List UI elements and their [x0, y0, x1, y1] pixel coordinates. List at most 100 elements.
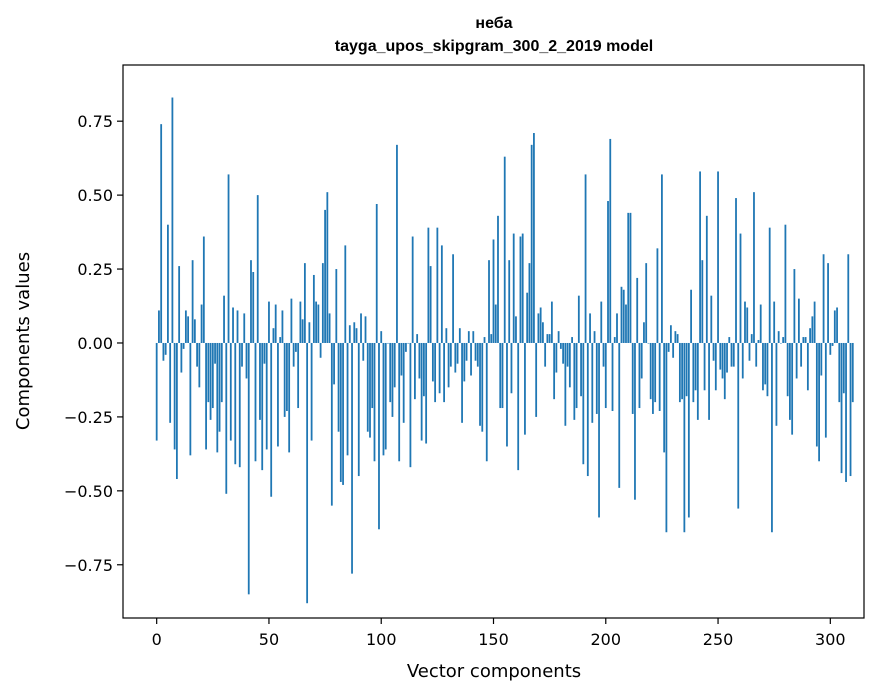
bar-component-10 — [178, 266, 181, 343]
bar-component-242 — [699, 171, 701, 343]
bar-component-160 — [515, 316, 517, 343]
bar-component-270 — [762, 342, 764, 391]
bar-component-127 — [440, 245, 443, 343]
bar-component-124 — [434, 342, 437, 403]
bar-component-286 — [797, 298, 800, 343]
bar-component-8 — [173, 342, 176, 450]
bar-component-183 — [566, 342, 569, 367]
bar-component-173 — [544, 342, 547, 367]
bar-component-96 — [371, 342, 374, 409]
bar-component-79 — [333, 342, 335, 385]
bar-component-271 — [764, 342, 767, 385]
bar-component-88 — [353, 322, 356, 343]
bar-component-208 — [622, 289, 625, 343]
bar-component-197 — [598, 342, 600, 518]
bar-component-128 — [443, 342, 445, 403]
bar-component-86 — [348, 325, 351, 343]
bar-component-209 — [625, 304, 627, 343]
bar-component-269 — [759, 304, 762, 343]
y-tick-label: 0.75 — [77, 112, 113, 131]
bar-component-61 — [292, 342, 295, 367]
x-tick-label: 250 — [703, 630, 734, 649]
bar-component-64 — [299, 301, 302, 343]
bar-component-23 — [207, 342, 210, 403]
bar-component-145 — [481, 342, 484, 432]
bar-component-78 — [330, 342, 333, 506]
bar-component-263 — [746, 307, 749, 343]
bar-component-148 — [488, 260, 490, 343]
bar-component-278 — [780, 342, 782, 344]
bar-component-27 — [216, 342, 219, 453]
y-tick-label: 0.25 — [77, 260, 113, 279]
bar-component-174 — [546, 334, 549, 343]
bar-component-272 — [766, 342, 769, 397]
bar-component-152 — [497, 215, 499, 343]
bar-component-180 — [559, 342, 562, 349]
bar-component-221 — [652, 342, 654, 414]
bar-component-119 — [422, 342, 425, 397]
bar-component-38 — [241, 342, 243, 367]
bar-component-258 — [735, 198, 737, 343]
bar-component-50 — [268, 301, 270, 343]
bar-component-207 — [620, 286, 623, 343]
bar-component-62 — [295, 342, 297, 352]
bar-component-11 — [180, 342, 183, 373]
bar-component-251 — [719, 342, 722, 370]
bar-component-105 — [391, 342, 394, 417]
bar-component-300 — [829, 342, 832, 355]
bar-component-290 — [806, 342, 809, 391]
plot-frame — [122, 64, 865, 619]
bar-component-213 — [634, 342, 636, 500]
bar-component-120 — [425, 342, 428, 444]
bar-component-166 — [528, 263, 531, 343]
bar-component-74 — [321, 263, 324, 343]
bar-component-102 — [384, 342, 387, 450]
bar-component-144 — [479, 342, 481, 426]
bar-component-32 — [227, 174, 230, 343]
bar-component-117 — [418, 342, 421, 379]
bar-component-169 — [535, 342, 538, 417]
bar-component-55 — [279, 337, 282, 343]
bar-component-75 — [324, 209, 326, 343]
bar-component-141 — [472, 331, 475, 343]
bar-component-291 — [809, 328, 812, 343]
bar-component-98 — [375, 203, 378, 343]
bar-component-85 — [346, 342, 349, 456]
bar-component-33 — [229, 342, 232, 441]
bar-component-18 — [196, 342, 198, 367]
y-tick-label: −0.75 — [64, 556, 113, 575]
bar-component-260 — [739, 233, 742, 343]
bar-component-132 — [452, 254, 454, 343]
bar-component-230 — [672, 342, 675, 358]
bar-component-146 — [483, 337, 486, 343]
bar-component-109 — [400, 342, 403, 376]
bar-component-2 — [160, 124, 163, 343]
x-tick-label: 0 — [152, 630, 162, 649]
y-axis: −0.75 −0.50 −0.25 0.00 0.25 0.50 0.75 — [64, 112, 123, 575]
bar-component-161 — [517, 342, 520, 471]
bar-component-58 — [286, 342, 288, 411]
bar-component-6 — [169, 342, 172, 423]
bar-component-15 — [189, 342, 192, 456]
bar-component-95 — [369, 342, 371, 438]
bar-component-190 — [582, 342, 585, 465]
bar-component-189 — [580, 342, 582, 397]
bar-component-288 — [802, 337, 805, 343]
bar-component-239 — [692, 342, 695, 403]
y-tick-label: −0.25 — [64, 408, 113, 427]
bar-component-249 — [714, 342, 717, 391]
bar-component-178 — [555, 342, 558, 373]
bar-component-108 — [398, 342, 401, 462]
bar-component-214 — [636, 277, 639, 343]
bar-component-226 — [663, 342, 666, 453]
bar-component-273 — [768, 227, 771, 343]
bar-component-101 — [382, 342, 385, 456]
bar-component-9 — [175, 342, 178, 480]
bar-component-224 — [658, 342, 661, 411]
bar-component-151 — [494, 304, 497, 343]
bar-component-275 — [773, 301, 776, 343]
bar-component-170 — [537, 313, 540, 343]
bar-component-220 — [649, 342, 652, 400]
bar-component-254 — [726, 342, 728, 373]
